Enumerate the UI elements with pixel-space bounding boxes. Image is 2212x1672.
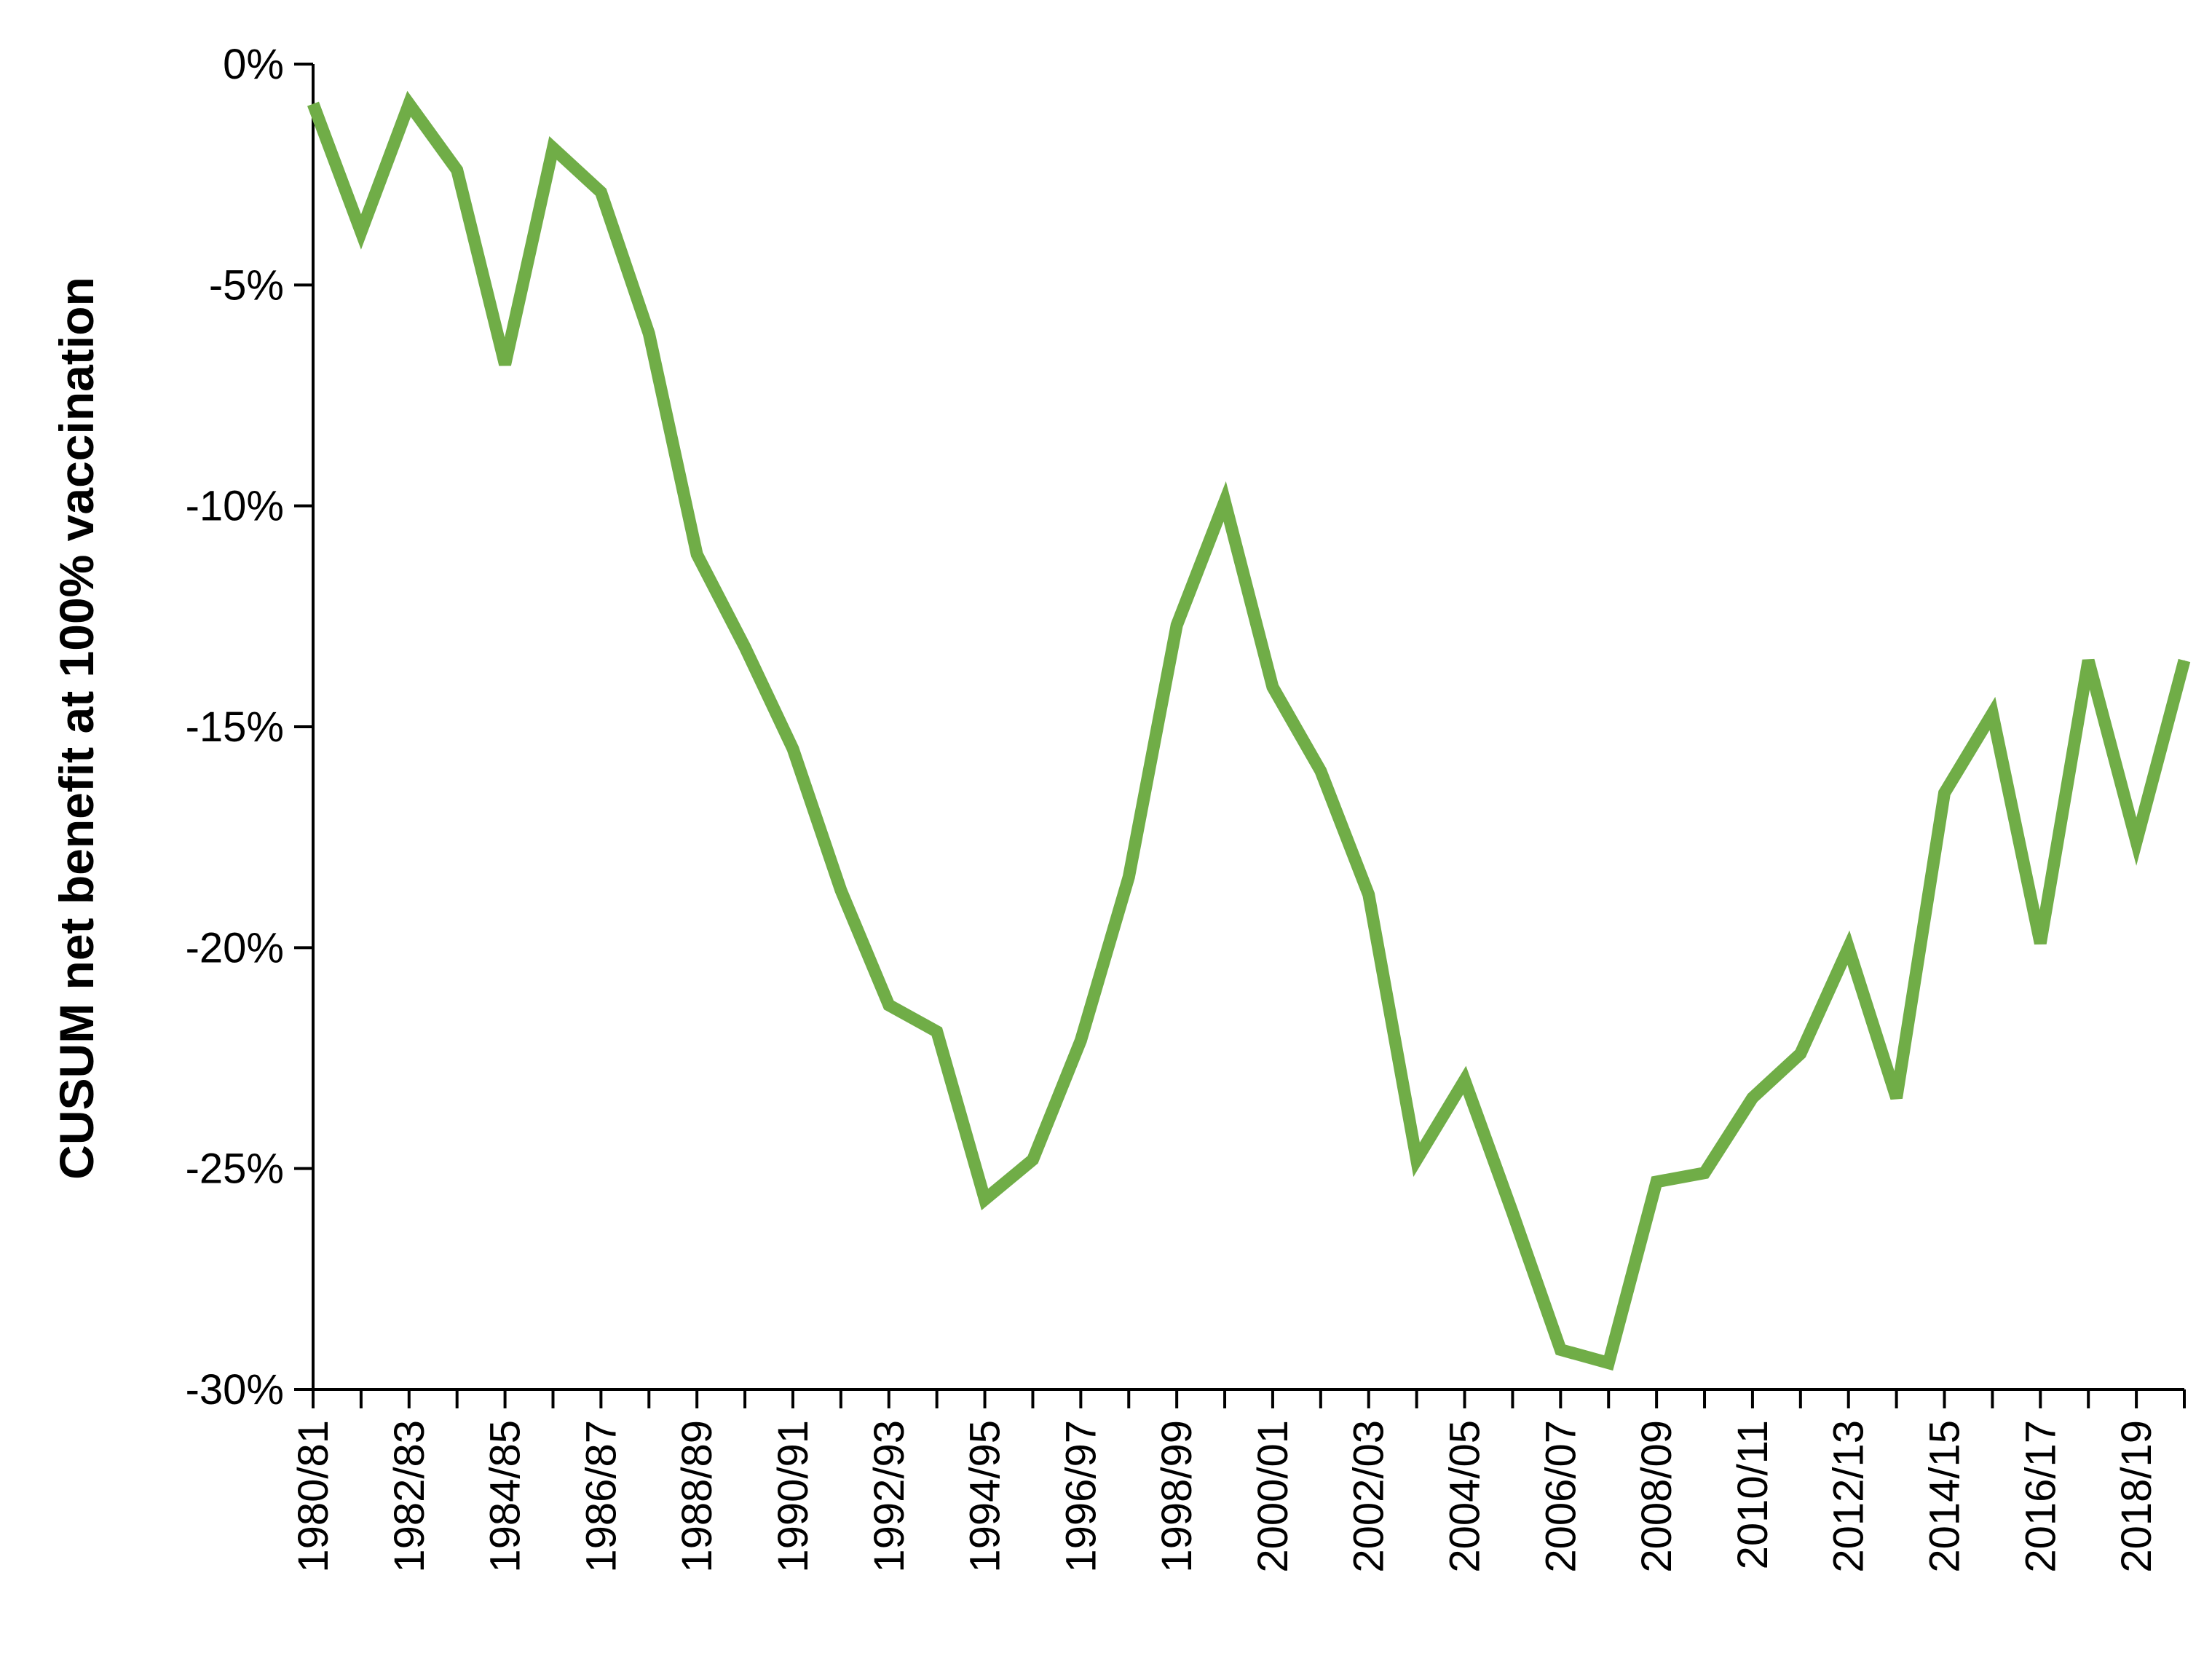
data-point — [1368, 894, 1370, 896]
x-tick-label: 2004/05 — [1442, 1420, 1489, 1573]
data-point — [1464, 1079, 1466, 1081]
y-axis-title: CUSUM net benefit at 100% vaccination — [50, 277, 103, 1180]
data-point — [2136, 841, 2137, 843]
x-tick-label: 2010/11 — [1729, 1420, 1777, 1569]
x-tick-label: 2006/07 — [1537, 1420, 1584, 1573]
x-tick-label: 1990/91 — [770, 1420, 817, 1573]
data-point — [1320, 770, 1322, 772]
x-tick-label: 2002/03 — [1346, 1420, 1393, 1573]
data-point — [1944, 792, 1946, 794]
data-point — [1032, 1159, 1033, 1161]
series-line — [307, 90, 2191, 1371]
y-tick-label: -25% — [186, 1145, 284, 1193]
data-point — [984, 1199, 986, 1200]
x-tick-label: 2012/13 — [1825, 1420, 1873, 1573]
y-tick-label: -5% — [209, 261, 284, 309]
y-tick-label: -30% — [186, 1366, 284, 1413]
series-layer — [307, 90, 2191, 1371]
x-tick-label: 1988/89 — [674, 1420, 721, 1573]
x-tick-label: 1992/93 — [866, 1420, 913, 1573]
data-point — [1848, 947, 1849, 948]
data-point — [1896, 1097, 1897, 1099]
x-tick-label: 2016/17 — [2017, 1420, 2064, 1573]
x-tick-label: 1984/85 — [482, 1420, 529, 1573]
data-point — [2039, 942, 2041, 944]
x-tick-label: 1996/97 — [1057, 1420, 1105, 1573]
x-tick-label: 1998/99 — [1153, 1420, 1201, 1573]
data-point — [1800, 1053, 1801, 1054]
data-point — [2087, 660, 2089, 661]
x-tick-label: 2000/01 — [1249, 1420, 1297, 1573]
data-point — [840, 889, 842, 891]
data-point — [1656, 1181, 1657, 1183]
y-axis: 0% -5% -10% -15% -20% -25% -30% — [186, 41, 315, 1413]
x-tick-label: 1980/81 — [290, 1420, 337, 1573]
x-tick-label: 2018/19 — [2113, 1420, 2160, 1573]
data-point — [696, 553, 698, 555]
x-tick-label: 1982/83 — [386, 1420, 433, 1573]
x-tick-label: 1994/95 — [962, 1420, 1009, 1573]
data-point — [2184, 660, 2185, 661]
y-tick-label: -10% — [186, 483, 284, 530]
data-point — [888, 1004, 890, 1006]
y-tick-label: 0% — [223, 41, 284, 88]
x-tick-label: 2014/15 — [1921, 1420, 1969, 1573]
x-tick-label: 1986/87 — [577, 1420, 625, 1573]
data-point — [312, 103, 314, 105]
data-point — [1560, 1349, 1561, 1350]
x-axis: 1980/81 1982/83 1984/85 1986/87 1988/89 1990/… — [290, 1388, 2186, 1573]
data-point — [1416, 1159, 1418, 1161]
data-point — [936, 1031, 938, 1033]
data-point — [1991, 713, 1993, 714]
data-point — [1512, 1212, 1513, 1213]
x-tick-label: 2008/09 — [1633, 1420, 1680, 1573]
data-point — [1752, 1097, 1753, 1099]
y-tick-label: -20% — [186, 924, 284, 971]
data-point — [408, 103, 410, 105]
y-tick-label: -15% — [186, 703, 284, 751]
